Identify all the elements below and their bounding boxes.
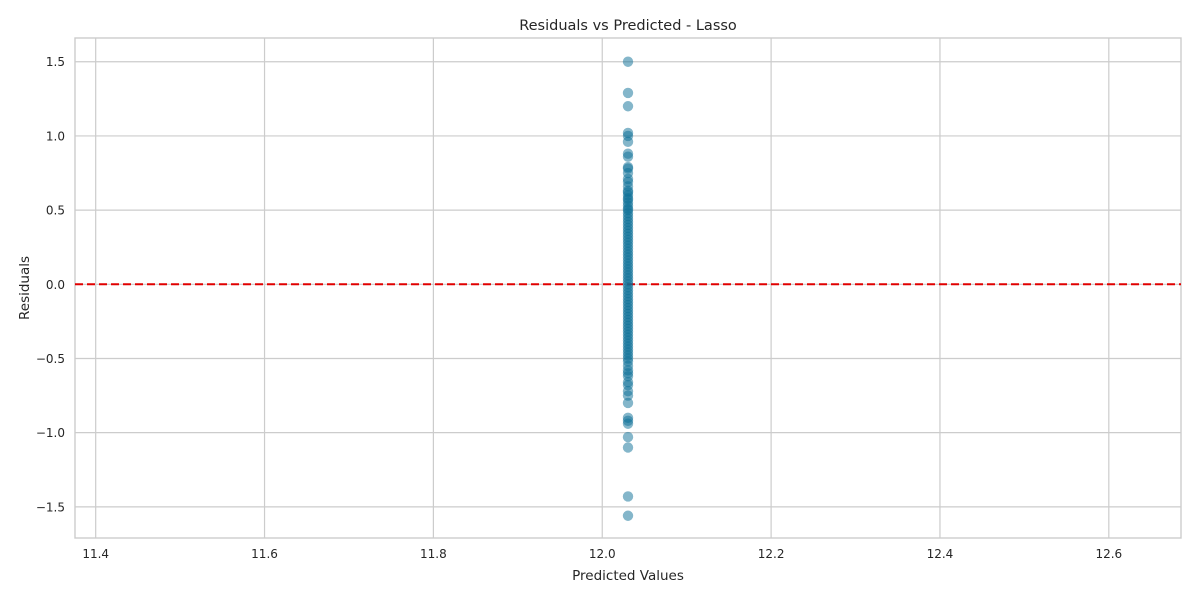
x-tick-label: 12.6 bbox=[1095, 547, 1122, 561]
scatter-point bbox=[622, 56, 634, 67]
scatter-point bbox=[622, 136, 634, 148]
scatter-point bbox=[622, 87, 634, 99]
x-tick-label: 12.2 bbox=[758, 547, 785, 561]
points-layer bbox=[622, 56, 634, 521]
x-tick-labels: 11.4 11.6 11.8 12.0 12.2 12.4 12.6 bbox=[82, 547, 1122, 561]
scatter-point bbox=[622, 442, 634, 453]
x-tick-label: 11.4 bbox=[82, 547, 109, 561]
x-tick-label: 12.4 bbox=[927, 547, 954, 561]
scatter-point bbox=[622, 101, 634, 112]
y-tick-label: 0.0 bbox=[46, 278, 65, 292]
chart-title: Residuals vs Predicted - Lasso bbox=[519, 18, 737, 34]
scatter-point bbox=[622, 397, 634, 409]
scatter-point bbox=[622, 418, 634, 429]
y-tick-labels: −1.5 −1.0 −0.5 0.0 0.5 1.0 1.5 bbox=[36, 55, 65, 514]
plot-frame bbox=[74, 37, 1182, 539]
x-tick-label: 12.0 bbox=[589, 547, 616, 561]
scatter-point bbox=[622, 151, 634, 162]
y-tick-label: 1.5 bbox=[46, 55, 65, 69]
y-tick-label: −0.5 bbox=[36, 352, 65, 366]
scatter-point bbox=[622, 431, 634, 443]
x-tick-label: 11.8 bbox=[420, 547, 447, 561]
y-tick-label: 1.0 bbox=[46, 129, 65, 143]
y-tick-label: 0.5 bbox=[46, 204, 65, 218]
scatter-point bbox=[622, 491, 634, 502]
x-axis-title: Predicted Values bbox=[572, 568, 684, 584]
scatter-point bbox=[622, 390, 634, 401]
y-tick-label: −1.5 bbox=[36, 500, 65, 514]
y-axis-title: Residuals bbox=[17, 256, 33, 320]
y-tick-label: −1.0 bbox=[36, 426, 65, 440]
scatter-point bbox=[622, 510, 634, 521]
x-tick-label: 11.6 bbox=[251, 547, 278, 561]
